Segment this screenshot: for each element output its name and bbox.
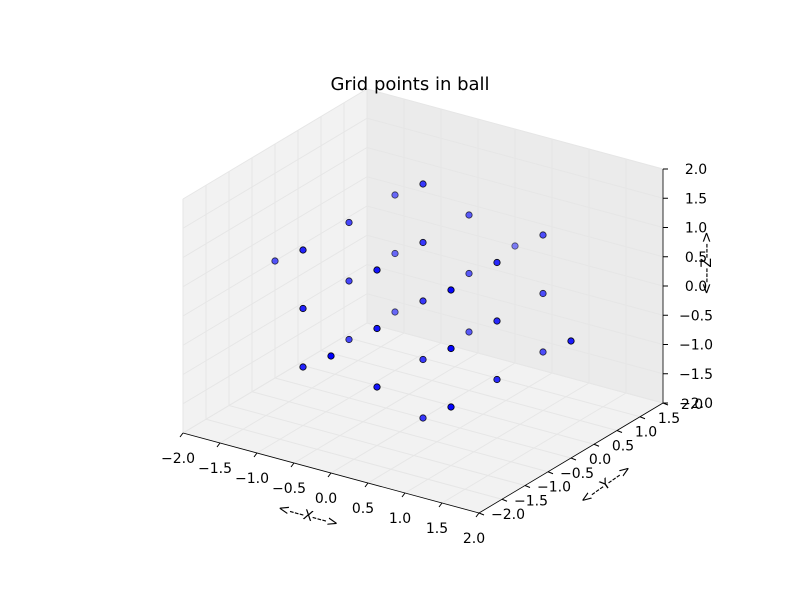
- data-point: [539, 289, 547, 298]
- data-point: [419, 180, 427, 188]
- x-tick: [475, 512, 480, 518]
- x-tick-label: −1.0: [235, 471, 269, 487]
- data-point: [465, 211, 473, 219]
- data-point: [419, 238, 427, 247]
- y-tick-label: 0.5: [612, 438, 634, 454]
- data-point: [299, 363, 307, 371]
- y-tick-label: 1.0: [635, 425, 657, 441]
- data-point: [539, 348, 547, 356]
- x-tick-label: 0.5: [352, 501, 374, 517]
- z-tick-label: 1.5: [685, 191, 707, 207]
- data-point: [373, 383, 381, 391]
- y-tick: [524, 485, 531, 488]
- data-point: [419, 355, 427, 364]
- y-tick-label: −0.5: [560, 466, 594, 482]
- y-tick-label: 2.0: [681, 397, 703, 413]
- data-point: [419, 297, 427, 305]
- x-tick-label: 2.0: [463, 531, 485, 547]
- grid-line-z: [182, 293, 664, 405]
- y-tick-label: 0.0: [589, 452, 611, 468]
- y-tick: [478, 512, 485, 516]
- grid-line-z: [182, 205, 664, 317]
- x-tick: [253, 452, 258, 458]
- data-point: [271, 257, 279, 265]
- y-tick: [616, 430, 623, 433]
- data-point: [539, 231, 547, 239]
- data-point: [299, 304, 307, 313]
- y-tick: [639, 416, 646, 420]
- data-point: [447, 286, 455, 294]
- data-point: [327, 352, 335, 360]
- data-point: [493, 317, 501, 325]
- data-point: [345, 335, 353, 344]
- data-point: [345, 218, 353, 227]
- data-point: [391, 249, 399, 258]
- z-tick-label: −2.0: [679, 396, 713, 412]
- data-point: [419, 414, 427, 422]
- z-tick-label: 1.0: [685, 221, 707, 237]
- x-tick-label: −0.5: [272, 481, 306, 497]
- grid-line-z: [182, 263, 664, 375]
- data-point: [511, 242, 519, 250]
- data-point: [391, 308, 399, 316]
- data-point: [493, 258, 501, 267]
- data-points: [271, 180, 575, 422]
- grid-line-z: [182, 176, 664, 288]
- x-tick: [438, 502, 443, 508]
- y-tick-label: −1.0: [537, 480, 571, 496]
- x-tick-label: 0.0: [315, 491, 337, 507]
- data-point: [447, 403, 455, 411]
- x-tick-label: 1.5: [426, 521, 448, 537]
- z-axis-label: <---Z--->: [699, 231, 715, 294]
- data-point: [373, 266, 381, 274]
- data-point: [493, 375, 501, 384]
- data-point: [465, 269, 473, 278]
- data-point: [345, 277, 353, 285]
- data-point: [567, 337, 575, 345]
- z-tick-label: 0.5: [685, 250, 707, 266]
- z-tick-label: −1.5: [679, 367, 713, 383]
- y-tick: [570, 457, 577, 461]
- grid-line-z: [182, 88, 664, 200]
- z-tick-label: 0.0: [685, 279, 707, 295]
- x-tick: [216, 442, 221, 448]
- y-tick: [547, 471, 554, 475]
- grid-line-z: [182, 234, 664, 346]
- x-tick: [290, 462, 295, 468]
- chart-title: Grid points in ball: [330, 74, 489, 95]
- y-tick: [593, 443, 600, 447]
- grid-line-z: [182, 117, 664, 229]
- x-tick: [364, 482, 369, 488]
- axis-ticks: −2.0−1.5−1.0−0.50.00.51.01.52.0−2.0−1.5−…: [161, 162, 713, 547]
- data-point: [299, 246, 307, 254]
- z-tick-label: 2.0: [685, 162, 707, 178]
- y-tick-label: −1.5: [514, 493, 548, 509]
- x-tick: [327, 472, 332, 478]
- y-tick: [501, 498, 508, 502]
- y-tick-label: 1.5: [658, 411, 680, 427]
- x-tick: [401, 492, 406, 498]
- z-tick-label: −1.0: [679, 338, 713, 354]
- data-point: [465, 328, 473, 336]
- grid-line-z: [182, 146, 664, 258]
- x-tick-label: −1.5: [198, 461, 232, 477]
- data-point: [447, 344, 455, 353]
- data-point: [373, 324, 381, 333]
- x-tick-label: −2.0: [161, 451, 195, 467]
- x-tick: [179, 432, 184, 438]
- data-point: [391, 191, 399, 199]
- grid-line-z: [182, 322, 664, 434]
- x-tick-label: 1.0: [389, 511, 411, 527]
- y-tick-label: −2.0: [491, 507, 525, 523]
- z-tick-label: −0.5: [679, 308, 713, 324]
